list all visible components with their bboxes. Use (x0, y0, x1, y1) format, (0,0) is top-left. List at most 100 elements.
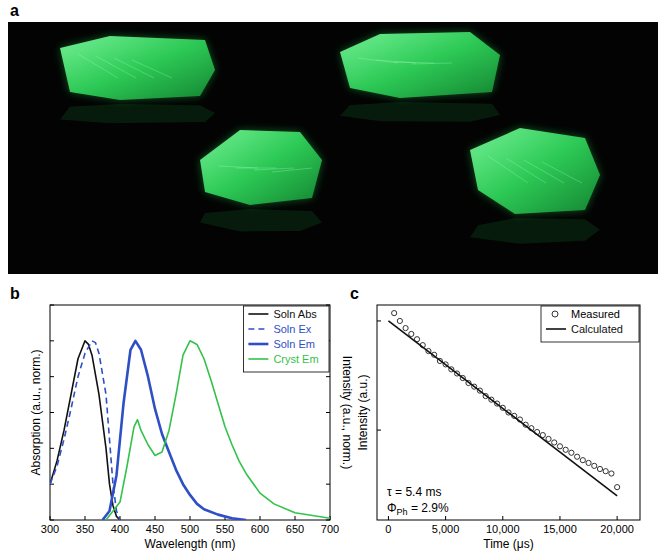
data-point (603, 469, 608, 474)
annotation: ΦPh = 2.9% (387, 501, 449, 517)
data-point (586, 460, 591, 465)
crystal-streak (272, 168, 312, 172)
y2-tick (326, 376, 330, 377)
plot-frame (50, 305, 330, 520)
crystal (60, 36, 215, 100)
legend-label: Soln Abs (273, 308, 317, 320)
crystal-glow (470, 128, 600, 214)
legend-line (248, 358, 268, 360)
panel-label: a (10, 2, 19, 19)
y2-tick (326, 520, 330, 521)
x-tick-label: 700 (321, 523, 339, 535)
data-point (569, 450, 574, 455)
data-line (388, 321, 617, 496)
annotation-suffix: = 2.9% (408, 501, 449, 515)
crystal-streak (132, 60, 172, 78)
crystal-glow (200, 130, 322, 205)
crystal (340, 32, 500, 98)
y-axis-label: Absorption (a.u., norm.) (29, 349, 43, 475)
legend-label: Soln Ex (273, 323, 311, 335)
x-tick-label: 10,000 (486, 523, 520, 535)
data-point (403, 325, 408, 330)
crystal-streak (412, 63, 452, 64)
annotation-text: τ = 5.4 ms (387, 485, 441, 499)
crystal-reflection (470, 218, 600, 244)
crystal-streak (78, 54, 118, 78)
data-point (575, 454, 580, 459)
crystal-streak (394, 62, 434, 63)
legend-line (248, 313, 268, 315)
x-tick-label: 650 (286, 523, 304, 535)
y2-axis-label: Intensity (a.u., norm.) (340, 356, 354, 469)
y-tick (50, 520, 54, 521)
x-tick-label: 500 (181, 523, 199, 535)
y-tick (50, 305, 54, 306)
crystal-reflection (60, 104, 215, 123)
data-point (409, 331, 414, 336)
crystal-streak (236, 168, 276, 169)
crystal (200, 130, 322, 205)
legend: Measured Calculated (541, 306, 639, 342)
y-axis-label: Intensity (a.u.) (356, 374, 370, 450)
data-line (50, 341, 120, 520)
x-tick-label: 400 (111, 523, 129, 535)
y-tick (50, 412, 54, 413)
y2-tick (326, 448, 330, 449)
y-tick (50, 340, 54, 341)
data-line (50, 341, 120, 520)
x-tick-label: 300 (41, 523, 59, 535)
data-point (609, 471, 614, 476)
legend-line (248, 343, 268, 346)
legend-box (541, 306, 639, 342)
legend-line (248, 328, 268, 330)
chart: b300350400450500550600650700Wavelength (… (10, 285, 354, 551)
crystal-reflection (340, 102, 500, 122)
crystal-streak (542, 162, 582, 183)
legend-marker (552, 311, 558, 317)
photo-background (8, 22, 658, 274)
legend-label: Measured (571, 308, 620, 320)
crystal-glow (60, 36, 215, 100)
y-tick (50, 376, 54, 377)
x-tick (502, 516, 503, 520)
annotation-subscript: Ph (397, 507, 408, 517)
x-tick-label: 5,000 (432, 523, 460, 535)
data-point (615, 485, 620, 490)
legend-label: Soln Em (273, 338, 315, 350)
legend-line (546, 328, 566, 330)
x-tick-label: 600 (251, 523, 269, 535)
x-tick (388, 516, 389, 520)
crystal-reflection (200, 209, 322, 232)
legend-label: Calculated (571, 323, 623, 335)
data-point (563, 447, 568, 452)
annotation-text: Φ (387, 501, 397, 515)
annotation: τ = 5.4 ms (387, 485, 441, 499)
crystal-streak (506, 158, 546, 183)
crystal (470, 128, 600, 214)
x-tick (260, 516, 261, 520)
plot-frame (377, 305, 640, 520)
legend-label: Cryst Em (273, 353, 318, 365)
x-tick-label: 15,000 (543, 523, 577, 535)
crystal-streak (254, 168, 294, 170)
x-axis-label: Wavelength (nm) (145, 537, 236, 551)
x-axis-label: Time (μs) (483, 537, 533, 551)
data-point (546, 436, 551, 441)
x-tick (50, 516, 51, 520)
y2-tick (326, 484, 330, 485)
data-point (557, 444, 562, 449)
x-tick-label: 20,000 (600, 523, 634, 535)
legend: Soln Abs Soln Ex Soln Em Cryst Em (243, 306, 329, 372)
x-tick-label: 350 (76, 523, 94, 535)
crystal-streak (488, 156, 528, 183)
y-tick (50, 448, 54, 449)
legend-box (243, 306, 329, 372)
x-tick (155, 516, 156, 520)
data-point (397, 318, 402, 323)
x-tick-label: 550 (216, 523, 234, 535)
data-line (103, 341, 247, 520)
x-tick-label: 0 (385, 523, 391, 535)
x-tick (85, 516, 86, 520)
y-tick (377, 430, 381, 431)
x-tick-label: 450 (146, 523, 164, 535)
